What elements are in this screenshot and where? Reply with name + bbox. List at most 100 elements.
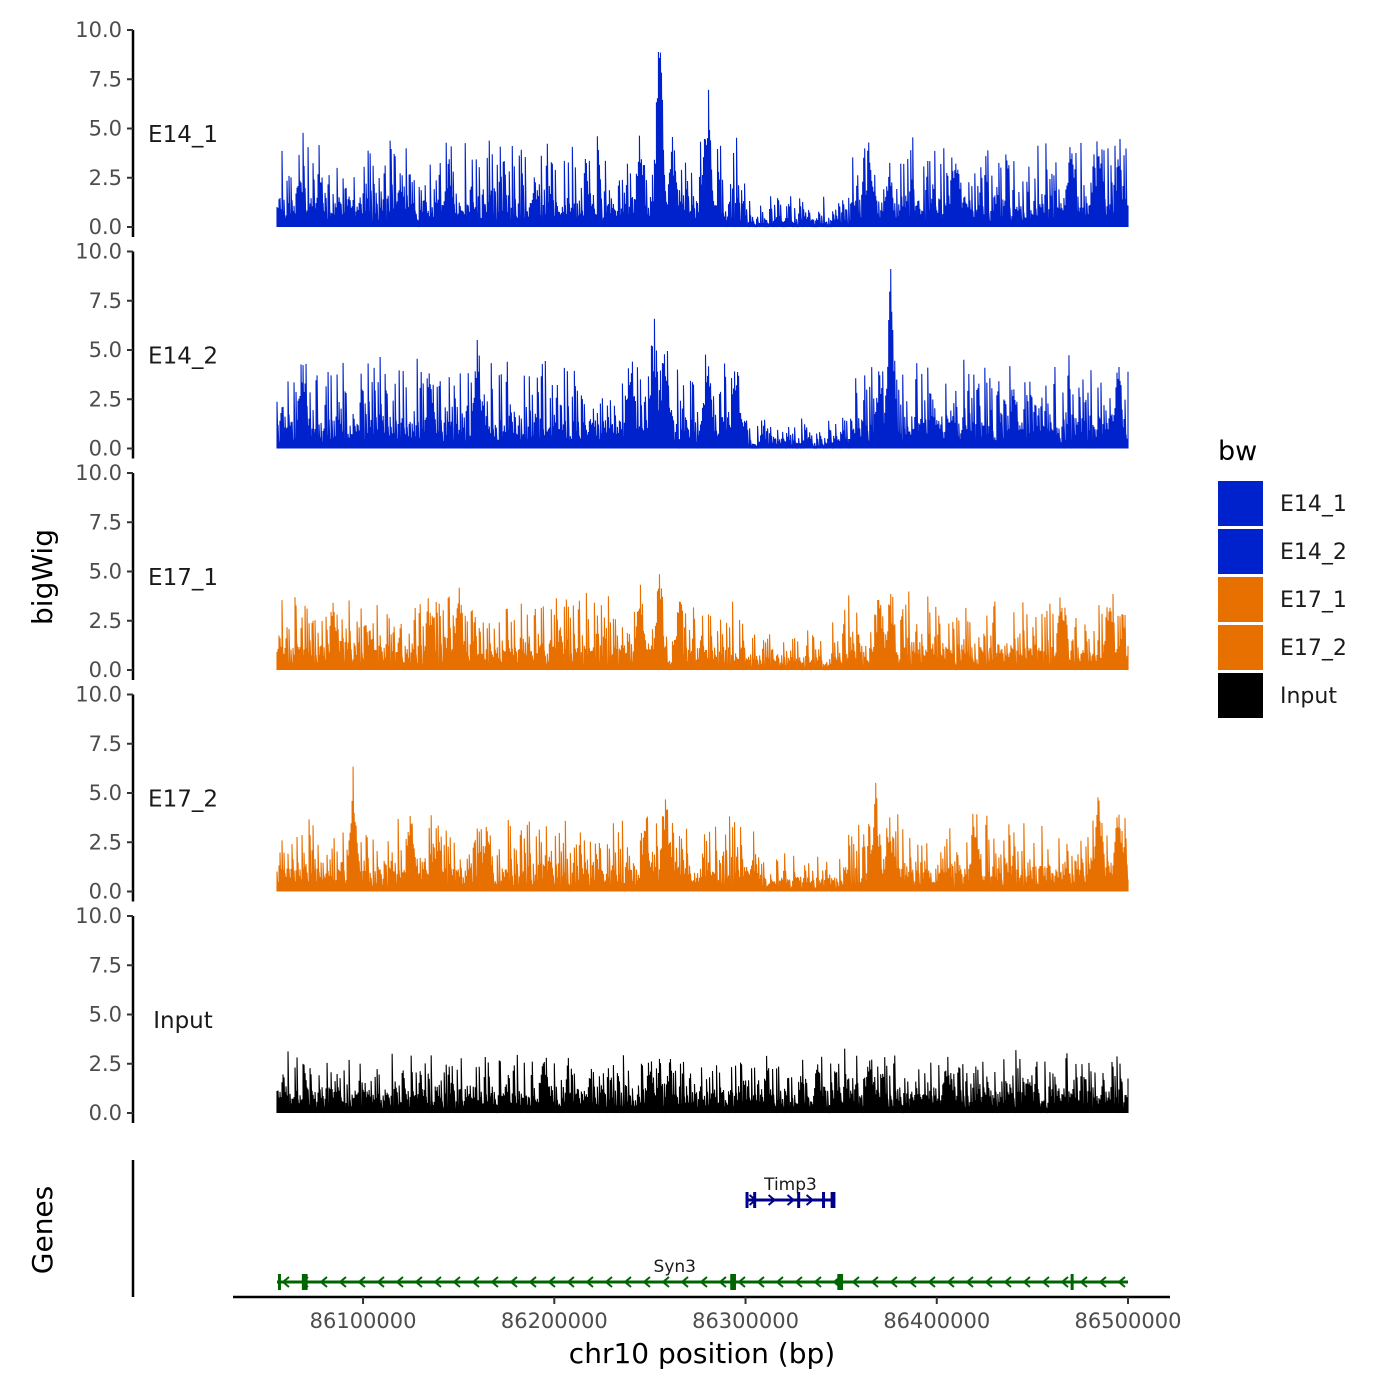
strand-arrow xyxy=(490,1276,499,1288)
legend-swatch-Input xyxy=(1218,673,1263,718)
strand-arrow xyxy=(452,1276,461,1288)
y-tick-label: 0.0 xyxy=(89,658,122,682)
strand-arrow xyxy=(908,1276,917,1288)
strand-arrow xyxy=(794,1276,803,1288)
strand-arrow xyxy=(414,1276,423,1288)
strand-arrow xyxy=(965,1276,974,1288)
track-label: E17_2 xyxy=(148,787,218,813)
y-axis-title-genes: Genes xyxy=(26,1186,59,1274)
exon xyxy=(822,1192,826,1208)
exon xyxy=(830,1192,836,1208)
y-tick-label: 7.5 xyxy=(89,510,122,534)
y-tick-label: 7.5 xyxy=(89,732,122,756)
x-tick-label: 86400000 xyxy=(883,1309,990,1333)
y-axis-title-bigwig: bigWig xyxy=(26,529,59,625)
y-tick-label: 10.0 xyxy=(75,240,122,264)
y-tick-label: 2.5 xyxy=(89,1052,122,1076)
coverage-baseline xyxy=(277,890,1128,892)
gene-label: Syn3 xyxy=(654,1257,696,1277)
strand-arrow xyxy=(623,1276,632,1288)
strand-arrow xyxy=(376,1276,385,1288)
track-E17_1: 0.0 2.5 5.0 7.5 10.0 E17_1 xyxy=(75,461,1129,682)
gene-Timp3: Timp3 xyxy=(745,1175,836,1208)
strand-arrow xyxy=(927,1276,936,1288)
y-tick-label: 0.0 xyxy=(89,215,122,239)
exon xyxy=(797,1192,801,1208)
strand-arrow xyxy=(718,1276,727,1288)
strand-arrow xyxy=(642,1276,651,1288)
strand-arrow xyxy=(433,1276,442,1288)
track-label: E17_1 xyxy=(148,565,218,591)
genes-panel: Timp3 Syn3 xyxy=(131,1160,1128,1297)
y-tick-label: 0.0 xyxy=(89,1101,122,1125)
y-tick-label: 5.0 xyxy=(89,338,122,362)
strand-arrow xyxy=(889,1276,898,1288)
strand-arrow xyxy=(775,1276,784,1288)
legend-swatch-E17_2 xyxy=(1218,625,1263,670)
strand-arrow xyxy=(1117,1276,1126,1288)
strand-arrow xyxy=(319,1276,328,1288)
strand-arrow xyxy=(528,1276,537,1288)
strand-arrow xyxy=(699,1276,708,1288)
y-tick-label: 5.0 xyxy=(89,1003,122,1027)
y-tick-label: 10.0 xyxy=(75,461,122,485)
y-tick-label: 7.5 xyxy=(89,289,122,313)
x-axis-title: chr10 position (bp) xyxy=(569,1337,835,1370)
legend-swatch-E14_2 xyxy=(1218,529,1263,574)
y-tick-label: 10.0 xyxy=(75,904,122,928)
strand-arrow xyxy=(471,1276,480,1288)
strand-arrow xyxy=(585,1276,594,1288)
strand-arrow xyxy=(946,1276,955,1288)
x-tick-label: 86500000 xyxy=(1075,1309,1182,1333)
strand-arrow xyxy=(870,1276,879,1288)
strand-arrow xyxy=(357,1276,366,1288)
exon xyxy=(837,1274,844,1290)
strand-arrow xyxy=(1079,1276,1088,1288)
strand-arrow xyxy=(1060,1276,1069,1288)
strand-arrow xyxy=(756,1276,765,1288)
legend-swatch-E17_1 xyxy=(1218,577,1263,622)
track-E14_2: 0.0 2.5 5.0 7.5 10.0 E14_2 xyxy=(75,240,1129,461)
y-tick-label: 7.5 xyxy=(89,67,122,91)
strand-arrow xyxy=(851,1276,860,1288)
exon xyxy=(745,1192,749,1208)
coverage-baseline xyxy=(277,1111,1128,1113)
strand-arrow xyxy=(786,1194,796,1206)
exon xyxy=(1070,1274,1074,1290)
strand-arrow xyxy=(813,1276,822,1288)
strand-arrow xyxy=(509,1276,518,1288)
strand-arrow xyxy=(1003,1276,1012,1288)
strand-arrow xyxy=(680,1276,689,1288)
coverage-baseline xyxy=(277,668,1128,670)
exon xyxy=(730,1274,736,1290)
legend-title: bw xyxy=(1218,436,1257,467)
strand-arrow xyxy=(338,1276,347,1288)
strand-arrow xyxy=(395,1276,404,1288)
coverage-signal xyxy=(276,574,1129,671)
track-E17_2: 0.0 2.5 5.0 7.5 10.0 E17_2 xyxy=(75,683,1129,904)
legend-label-E17_1: E17_1 xyxy=(1280,588,1347,613)
coverage-baseline xyxy=(277,225,1128,227)
bigwig-tracks: 0.0 2.5 5.0 7.5 10.0 E14_1 0.0 2.5 5.0 7.5 10.0 E14… xyxy=(75,18,1129,1125)
strand-arrow xyxy=(281,1276,290,1288)
strand-arrow xyxy=(737,1276,746,1288)
x-tick-label: 86300000 xyxy=(692,1309,799,1333)
exon xyxy=(301,1274,308,1290)
y-tick-label: 5.0 xyxy=(89,117,122,141)
exon xyxy=(753,1192,757,1208)
strand-arrow xyxy=(604,1276,613,1288)
gene-label: Timp3 xyxy=(763,1175,817,1195)
exon xyxy=(277,1274,281,1290)
strand-arrow xyxy=(1098,1276,1107,1288)
y-tick-label: 7.5 xyxy=(89,953,122,977)
y-tick-label: 2.5 xyxy=(89,166,122,190)
coverage-signal xyxy=(276,766,1129,892)
track-label: E14_2 xyxy=(148,344,218,370)
strand-arrow xyxy=(1041,1276,1050,1288)
track-label: E14_1 xyxy=(148,122,218,148)
y-tick-label: 10.0 xyxy=(75,683,122,707)
legend-label-E14_2: E14_2 xyxy=(1280,540,1347,565)
strand-arrow xyxy=(661,1276,670,1288)
y-tick-label: 0.0 xyxy=(89,880,122,904)
